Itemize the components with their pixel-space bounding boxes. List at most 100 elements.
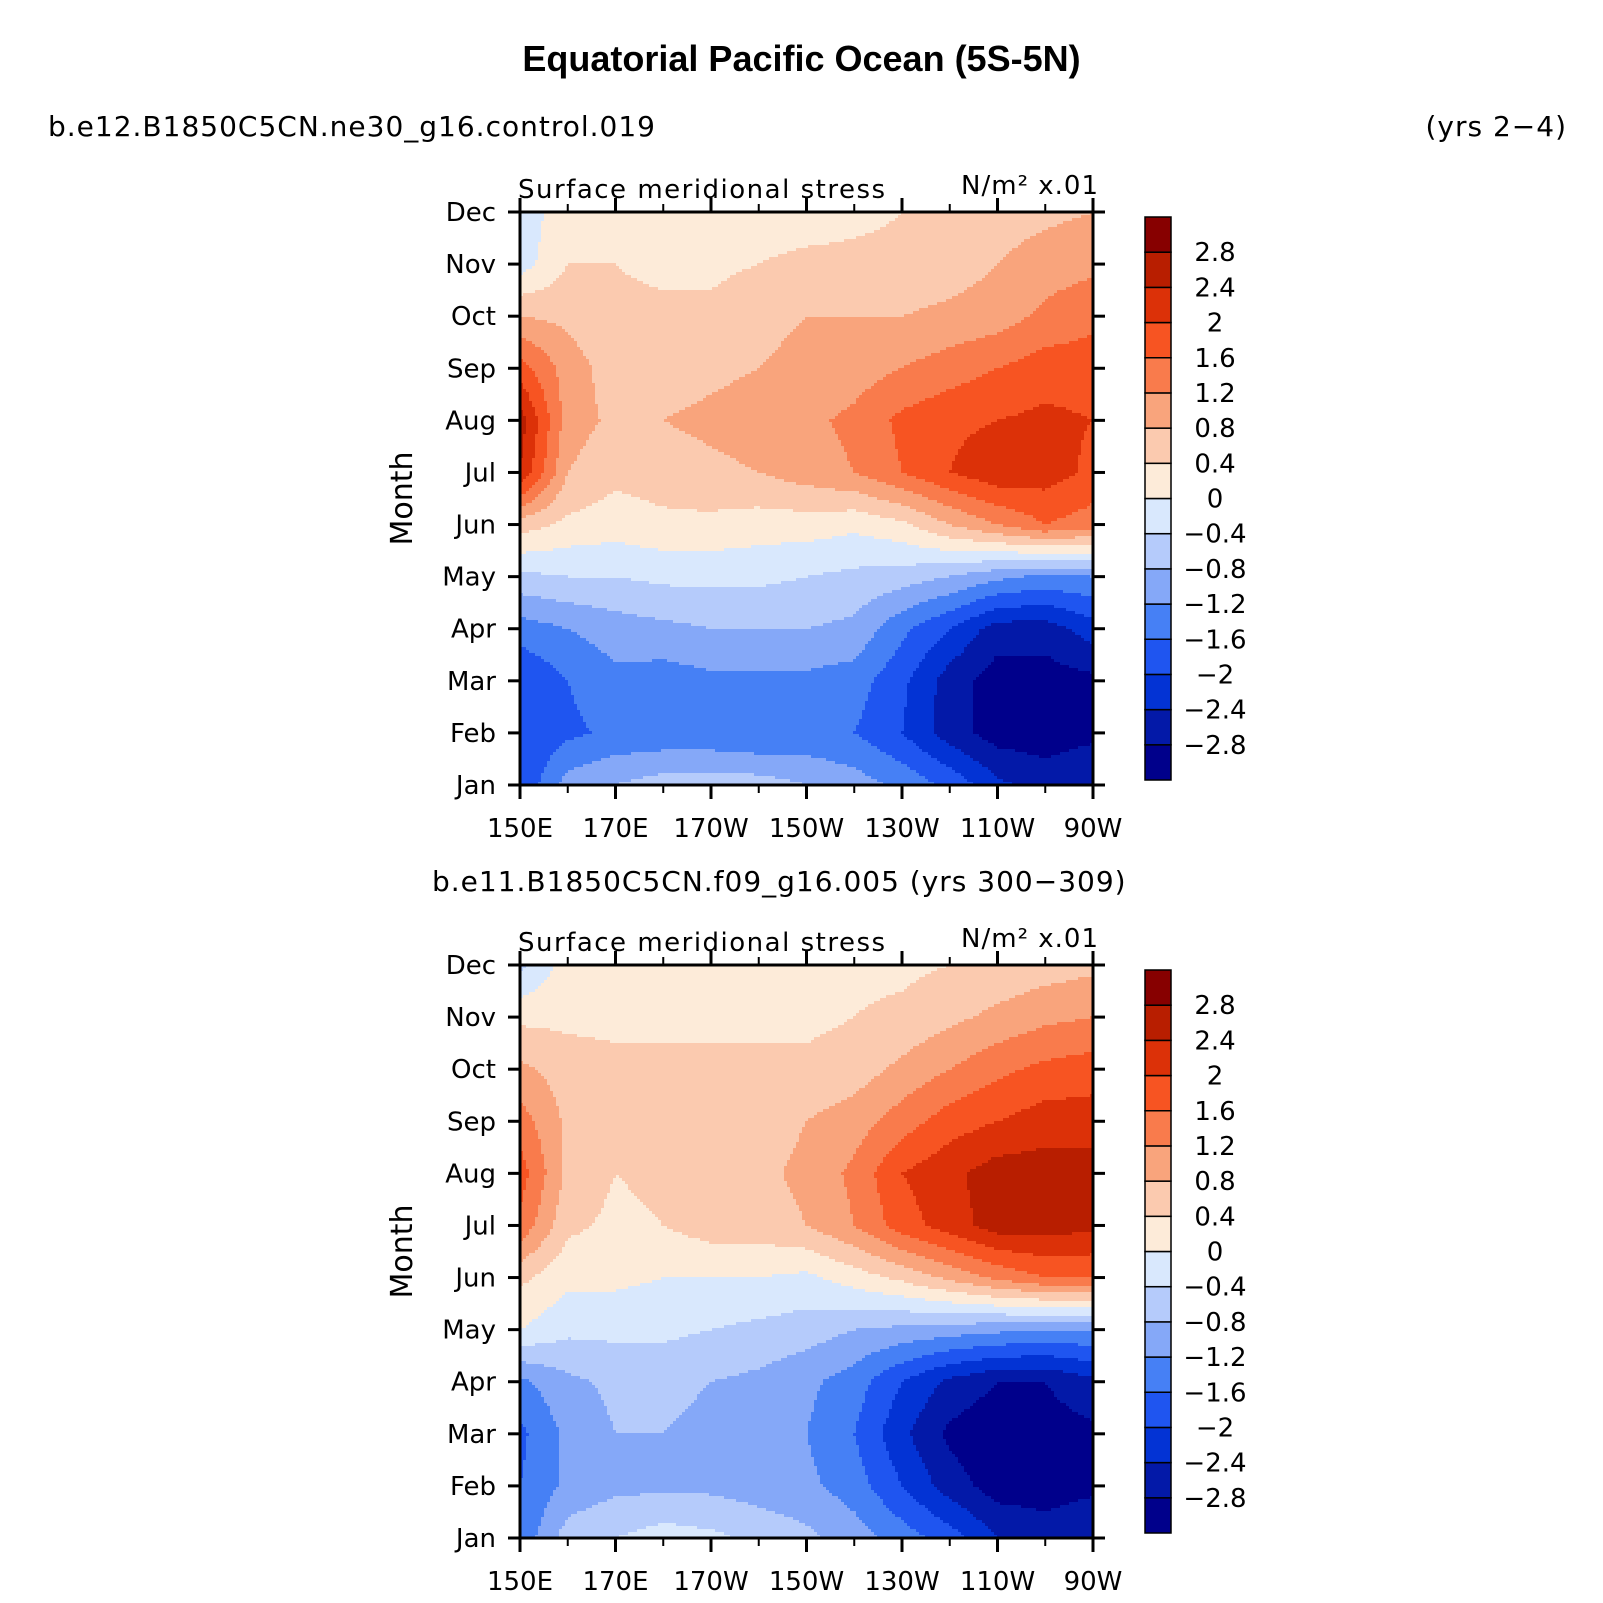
heatmap-cell <box>952 1025 1043 1029</box>
heatmap-cell <box>520 443 524 447</box>
heatmap-cell <box>520 512 536 516</box>
heatmap-cell <box>865 704 908 708</box>
heatmap-cell <box>844 446 896 450</box>
heatmap-cell <box>1084 1052 1094 1056</box>
heatmap-cell <box>700 1238 839 1242</box>
colorbar-label: −2.4 <box>1183 696 1246 726</box>
heatmap-cell <box>853 1157 884 1161</box>
heatmap-cell <box>574 737 863 741</box>
heatmap-cell <box>637 614 854 618</box>
heatmap-cell <box>847 455 899 459</box>
heatmap-cell <box>979 1226 1094 1230</box>
heatmap-cell <box>565 479 785 483</box>
heatmap-cell <box>868 1082 926 1086</box>
heatmap-cell <box>748 1502 845 1506</box>
heatmap-cell <box>841 1499 884 1503</box>
heatmap-cell <box>1042 530 1049 534</box>
heatmap-cell <box>553 548 659 552</box>
heatmap-cell <box>520 254 539 258</box>
heatmap-cell <box>967 437 1085 441</box>
heatmap-cell <box>559 1445 812 1449</box>
heatmap-cell <box>547 449 560 453</box>
heatmap-cell <box>925 974 1094 978</box>
heatmap-cell <box>520 401 533 405</box>
heatmap-cell <box>1021 1355 1055 1359</box>
heatmap-cell <box>823 1277 890 1281</box>
heatmap-cell <box>520 716 584 720</box>
heatmap-cell <box>571 692 869 696</box>
x-tick-label: 110W <box>960 814 1035 844</box>
heatmap-cell <box>520 467 533 471</box>
heatmap-cell <box>973 1514 1094 1518</box>
heatmap-cell <box>532 467 545 471</box>
heatmap-cell <box>865 1469 896 1473</box>
heatmap-cell <box>592 605 863 609</box>
colorbar-label: −2.4 <box>1183 1449 1246 1479</box>
heatmap-cell <box>961 749 1016 753</box>
heatmap-cell <box>874 1532 920 1536</box>
heatmap-cell <box>559 431 593 435</box>
heatmap-cell <box>910 506 953 510</box>
heatmap-cell <box>973 1403 1067 1407</box>
heatmap-cell <box>934 1484 974 1488</box>
heatmap-cell <box>922 1271 971 1275</box>
heatmap-cell <box>757 368 899 372</box>
heatmap-cell <box>520 1235 527 1239</box>
heatmap-cell <box>589 1379 716 1383</box>
heatmap-cell <box>526 647 599 651</box>
heatmap-cell <box>895 434 971 438</box>
heatmap-cell <box>550 359 590 363</box>
heatmap-cell <box>883 1370 926 1374</box>
heatmap-cell <box>928 599 977 603</box>
heatmap-cell <box>715 1529 815 1533</box>
heatmap-cell <box>529 392 545 396</box>
heatmap-cell <box>661 1223 806 1227</box>
heatmap-cell <box>844 617 890 621</box>
heatmap-cell <box>910 362 1010 366</box>
heatmap-cell <box>952 659 995 663</box>
heatmap-cell <box>796 1142 863 1146</box>
heatmap-cell <box>874 1376 911 1380</box>
heatmap-cell <box>958 1529 992 1533</box>
heatmap-cell <box>550 413 563 417</box>
heatmap-cell <box>520 1211 539 1215</box>
heatmap-cell <box>913 491 959 495</box>
heatmap-cell <box>859 1454 890 1458</box>
heatmap-cell <box>1030 236 1094 240</box>
heatmap-cell <box>907 1490 941 1494</box>
heatmap-cell <box>949 1448 1094 1452</box>
heatmap-cell <box>880 1349 950 1353</box>
heatmap-cell <box>880 749 923 753</box>
heatmap-cell <box>904 719 935 723</box>
heatmap-cell <box>604 1202 644 1206</box>
heatmap-cell <box>820 1034 935 1038</box>
heatmap-cell <box>544 1178 563 1182</box>
heatmap-cell <box>973 716 1094 720</box>
heatmap-cell <box>883 1208 920 1212</box>
heatmap-cell <box>988 1526 1094 1530</box>
heatmap-cell <box>523 1466 560 1470</box>
heatmap-cell <box>937 500 986 504</box>
heatmap-cell <box>973 707 1094 711</box>
heatmap-cell <box>970 434 1085 438</box>
heatmap-cell <box>541 1523 566 1527</box>
heatmap-cell <box>901 1385 938 1389</box>
heatmap-cell <box>991 1157 1094 1161</box>
heatmap-cell <box>520 1316 539 1320</box>
heatmap-cell <box>853 1364 896 1368</box>
heatmap-cell <box>874 632 908 636</box>
heatmap-cell <box>592 1223 662 1227</box>
heatmap-cell <box>526 1166 545 1170</box>
heatmap-cell <box>520 1028 551 1032</box>
heatmap-cell <box>556 749 662 753</box>
heatmap-cell <box>973 704 1094 708</box>
heatmap-cell <box>847 407 905 411</box>
heatmap-cell <box>526 1427 560 1431</box>
heatmap-cell <box>913 1358 983 1362</box>
heatmap-cell <box>805 1223 854 1227</box>
heatmap-cell <box>547 437 560 441</box>
heatmap-cell <box>574 695 869 699</box>
heatmap-cell <box>970 1193 1094 1197</box>
heatmap-cell <box>1024 575 1091 579</box>
heatmap-cell <box>736 272 989 276</box>
